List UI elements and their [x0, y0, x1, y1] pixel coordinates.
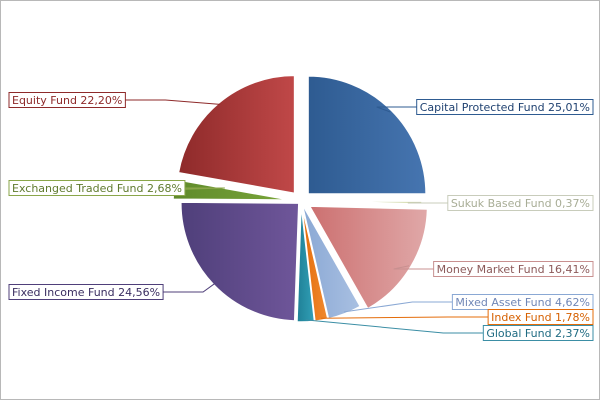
pie-slice-money-market-fund	[308, 205, 429, 310]
pie-leader-line	[321, 316, 489, 319]
pie-label-mixed-asset-fund: Mixed Asset Fund 4,62%	[455, 296, 590, 309]
pie-label-fixed-income-fund: Fixed Income Fund 24,56%	[12, 286, 160, 299]
pie-label-box	[487, 309, 594, 325]
pie-label-box	[433, 261, 594, 277]
pie-leader-line	[163, 282, 216, 293]
pie-leader-line	[407, 201, 448, 204]
pie-label-box	[8, 180, 186, 196]
pie-slice-fixed-income-fund	[180, 201, 300, 322]
pie-callouts: Capital Protected Fund 25,01% Sukuk Based…	[8, 92, 594, 341]
pie-leader-line	[376, 106, 417, 113]
pie-leader-line	[344, 301, 453, 313]
pie-leader-line	[125, 99, 221, 105]
pie-label-box	[8, 92, 126, 108]
pie-label-box	[447, 195, 594, 211]
pie-label-exchanged-traded-fund: Exchanged Traded Fund 2,68%	[12, 182, 182, 195]
pie-label-box	[482, 325, 594, 341]
pie-label-index-fund: Index Fund 1,78%	[491, 311, 590, 324]
pie-slices	[172, 74, 429, 323]
pie-label-sukuk-based-fund: Sukuk Based Fund 0,37%	[451, 197, 590, 210]
pie-leader-line	[305, 319, 484, 334]
pie-label-money-market-fund: Money Market Fund 16,41%	[437, 263, 590, 276]
pie-slice-capital-protected-fund	[307, 75, 427, 195]
pie-slice-equity-fund	[177, 74, 296, 195]
pie-slice-sukuk-based-fund	[303, 200, 423, 205]
pie-leader-line	[393, 265, 434, 270]
pie-label-box	[416, 99, 594, 115]
pie-label-global-fund: Global Fund 2,37%	[486, 327, 590, 340]
pie-label-capital-protected-fund: Capital Protected Fund 25,01%	[420, 101, 590, 114]
pie-label-box	[8, 284, 164, 300]
pie-leader-line	[175, 187, 225, 190]
pie-label-equity-fund: Equity Fund 22,20%	[12, 94, 122, 107]
